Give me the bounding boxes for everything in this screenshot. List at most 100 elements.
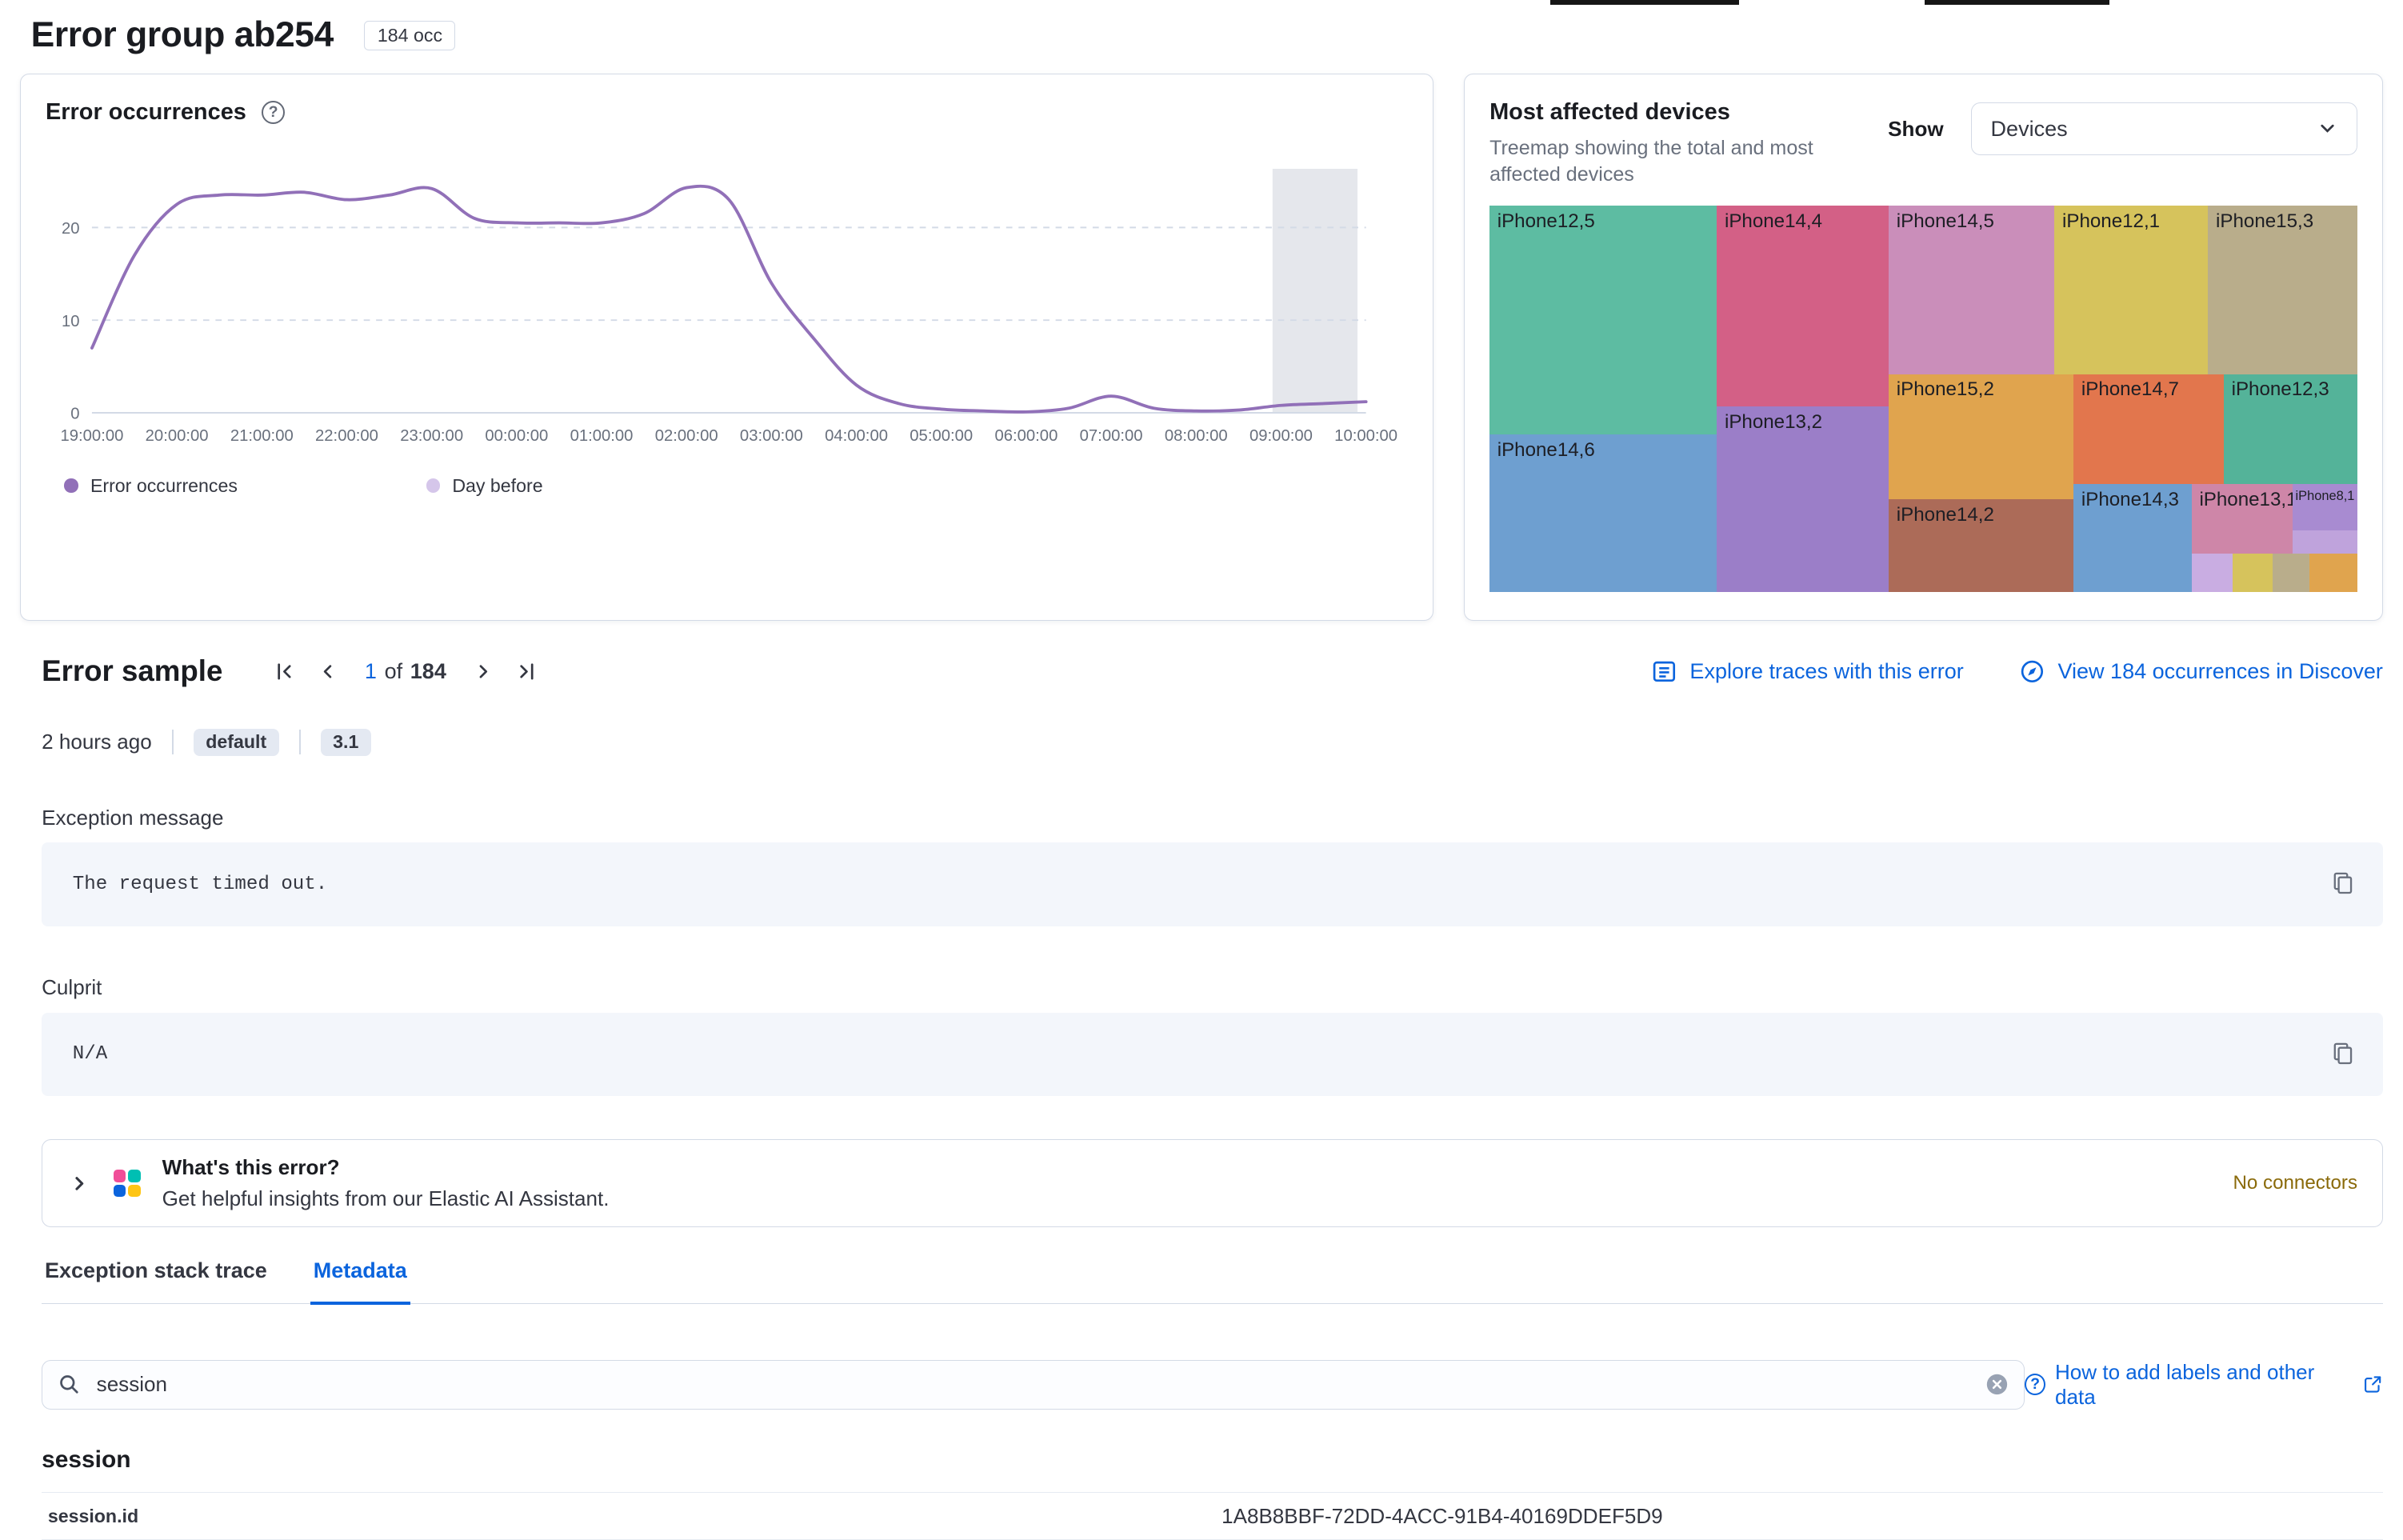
page-header: Error group ab254 184 occ [0,0,2403,55]
search-box[interactable] [42,1359,2025,1410]
search-icon [60,1375,79,1394]
svg-text:01:00:00: 01:00:00 [570,427,634,445]
treemap-tile[interactable] [2232,553,2273,592]
clear-search-button[interactable] [1985,1373,2009,1396]
svg-text:21:00:00: 21:00:00 [230,427,294,445]
page-indicator: 1 of 184 [365,659,446,684]
treemap-tile[interactable]: iPhone14,6 [1489,434,1717,592]
next-page-button[interactable] [468,656,499,687]
treemap-tile[interactable] [2309,553,2358,592]
treemap-tile[interactable]: iPhone15,3 [2208,206,2358,374]
discover-icon [2021,660,2044,682]
treemap-tile-label: iPhone14,5 [1896,210,1994,233]
tabs: Exception stack trace Metadata [42,1258,2383,1306]
treemap-tile-label: iPhone8,1 [2295,488,2355,503]
metadata-key: session.id [47,1505,139,1526]
treemap-tile[interactable]: iPhone14,5 [1889,206,2055,374]
svg-text:03:00:00: 03:00:00 [740,427,803,445]
culprit-label: Culprit [42,975,102,1000]
error-sample-section: Error sample 1 of 184 Explore t [42,654,2383,1540]
copy-button[interactable] [2325,1034,2361,1078]
last-page-icon [520,663,534,680]
ai-assistant-panel[interactable]: What's this error? Get helpful insights … [42,1139,2383,1228]
treemap-tile[interactable]: iPhone14,2 [1889,499,2074,592]
svg-text:00:00:00: 00:00:00 [485,427,548,445]
legend-label: Day before [452,474,543,496]
treemap-tile[interactable]: iPhone13,1 [2191,483,2297,554]
treemap-tile[interactable]: iPhone15,2 [1889,374,2074,500]
treemap-tile-label: iPhone14,7 [2081,378,2179,401]
add-labels-help-link[interactable]: ? How to add labels and other data [2025,1360,2383,1410]
metadata-section-title: session [42,1446,131,1473]
legend-item[interactable]: Error occurrences [64,475,238,497]
separator [298,730,301,755]
header-links: Explore traces with this error View 184 … [1651,658,2383,685]
svg-text:10: 10 [62,313,80,330]
first-page-icon [278,663,291,680]
exception-message-label: Exception message [42,806,224,830]
ai-panel-subtitle: Get helpful insights from our Elastic AI… [162,1186,610,1211]
connectors-status: No connectors [2233,1172,2358,1194]
svg-text:19:00:00: 19:00:00 [60,427,123,445]
explore-traces-label: Explore traces with this error [1689,658,1964,683]
help-icon[interactable]: ? [262,101,286,125]
prev-page-button[interactable] [312,656,343,687]
culprit-block: N/A [42,1012,2383,1097]
total-pages: 184 [410,658,446,683]
legend-item[interactable]: Day before [426,475,543,497]
external-link-icon [2364,1376,2381,1393]
sample-badge: default [193,728,279,757]
error-sample-header: Error sample 1 of 184 Explore t [42,654,2383,688]
search-row: ? How to add labels and other data [42,1360,2383,1410]
top-panels-row: Error occurrences ? 0 10 20 19:00:00 20:00:0… [20,74,2383,621]
treemap-tile[interactable] [2272,553,2310,592]
copy-button[interactable] [2325,864,2361,907]
chevron-right-icon [479,665,487,678]
sample-badge: 3.1 [320,728,371,757]
treemap-tile[interactable]: iPhone12,1 [2054,206,2209,374]
treemap-tile[interactable]: iPhone14,3 [2073,483,2192,592]
expand-chevron-icon[interactable] [67,1171,92,1196]
treemap-tile-label: iPhone13,1 [2199,488,2297,510]
tab-exception-stack-trace[interactable]: Exception stack trace [42,1258,270,1303]
devices-panel-title: Most affected devices [1489,99,1730,126]
current-page: 1 [364,658,377,683]
treemap-tile-label: iPhone12,3 [2231,378,2329,401]
explore-traces-link[interactable]: Explore traces with this error [1651,658,1964,685]
occurrences-panel-title: Error occurrences [45,99,246,126]
metadata-search-input[interactable] [93,1370,1985,1399]
legend-dot [426,478,440,493]
svg-text:02:00:00: 02:00:00 [655,427,718,445]
metadata-table: session.id 1A8B8BBF-72DD-4ACC-91B4-40169D… [42,1492,2383,1540]
screenshot-artifact [1924,0,2110,5]
clear-icon [1986,1374,2007,1395]
treemap-tile[interactable]: iPhone12,3 [2223,374,2358,484]
treemap-tile[interactable] [2292,530,2358,554]
treemap-tile[interactable]: iPhone14,4 [1717,206,1889,407]
legend-label: Error occurrences [90,474,238,496]
treemap-tile[interactable]: iPhone12,5 [1489,206,1717,434]
treemap-tile-label: iPhone15,3 [2216,210,2314,233]
svg-text:22:00:00: 22:00:00 [315,427,378,445]
svg-text:04:00:00: 04:00:00 [825,427,888,445]
treemap-tile[interactable]: iPhone8,1 [2292,483,2358,530]
tab-metadata[interactable]: Metadata [310,1258,410,1306]
svg-text:06:00:00: 06:00:00 [994,427,1058,445]
exception-message-block: The request timed out. [42,842,2383,926]
svg-text:10:00:00: 10:00:00 [1334,427,1397,445]
svg-text:07:00:00: 07:00:00 [1080,427,1143,445]
metadata-row: session.id 1A8B8BBF-72DD-4ACC-91B4-40169D… [42,1492,2383,1540]
show-label: Show [1888,116,1944,141]
question-icon: ? [2025,1374,2046,1396]
svg-text:08:00:00: 08:00:00 [1165,427,1228,445]
first-page-button[interactable] [269,656,300,687]
svg-text:0: 0 [70,406,79,423]
treemap-tile[interactable]: iPhone13,2 [1717,406,1889,592]
screenshot-artifact [1550,0,1739,5]
last-page-button[interactable] [511,656,542,687]
discover-link[interactable]: View 184 occurrences in Discover [2019,658,2383,685]
treemap-tile[interactable]: iPhone14,7 [2073,374,2224,484]
legend-dot [64,478,78,493]
devices-select[interactable]: Devices [1971,102,2358,155]
treemap-tile[interactable] [2191,553,2233,592]
